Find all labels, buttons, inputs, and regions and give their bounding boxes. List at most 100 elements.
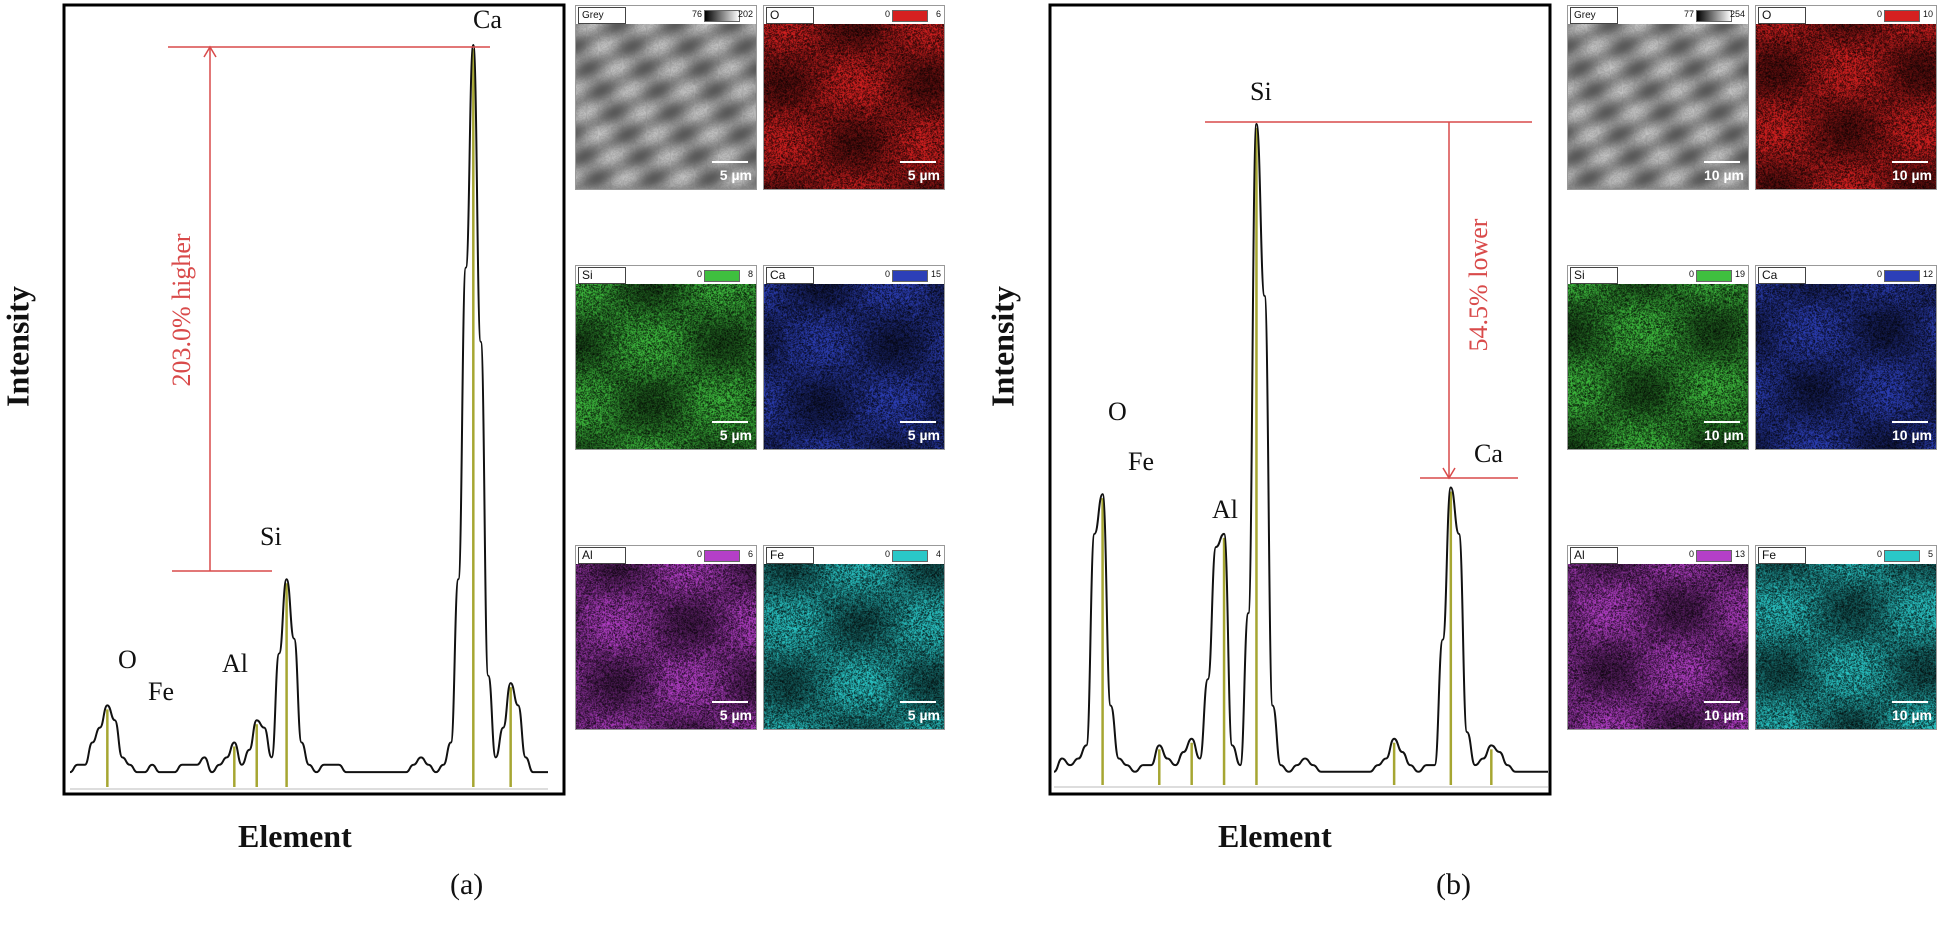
map-element-label: Si — [578, 267, 626, 284]
map-color-scale — [892, 10, 928, 22]
map-header: Ca 0 15 — [764, 266, 944, 284]
map-element-label: Ca — [1758, 267, 1806, 284]
map-ca: Ca 0 12 10 µm — [1755, 265, 1937, 450]
map-element-label: Fe — [766, 547, 814, 564]
map-color-scale — [1884, 550, 1920, 562]
scale-bar-line — [1892, 701, 1928, 703]
peak-label-si: Si — [1250, 77, 1272, 106]
chart-b-ylabel: Intensity — [984, 286, 1021, 407]
map-color-scale — [1884, 270, 1920, 282]
map-scale-max: 254 — [1729, 9, 1745, 19]
map-scale-max: 15 — [930, 269, 941, 279]
map-scale-min: 0 — [696, 549, 702, 559]
scale-bar-line — [900, 701, 936, 703]
scale-bar-line — [1704, 421, 1740, 423]
map-image — [764, 24, 944, 189]
map-scale-min: 0 — [1688, 269, 1694, 279]
map-al: Al 0 13 10 µm — [1567, 545, 1749, 730]
chart-a-ylabel: Intensity — [0, 286, 36, 407]
scale-bar-label: 5 µm — [907, 167, 940, 183]
map-scale-max: 10 — [1922, 9, 1933, 19]
panel-b-frame — [1048, 3, 1552, 796]
map-scale-min: 0 — [884, 269, 890, 279]
map-image — [1756, 284, 1936, 449]
map-scale-max: 13 — [1734, 549, 1745, 559]
map-header: Ca 0 12 — [1756, 266, 1936, 284]
map-grey: Grey 77 254 10 µm — [1567, 5, 1749, 190]
map-grey: Grey 76 202 5 µm — [575, 5, 757, 190]
map-element-label: Fe — [1758, 547, 1806, 564]
map-color-scale — [892, 270, 928, 282]
map-fe: Fe 0 4 5 µm — [763, 545, 945, 730]
scale-bar-line — [712, 421, 748, 423]
map-scale-max: 19 — [1734, 269, 1745, 279]
map-element-label: Grey — [578, 7, 626, 24]
scale-bar-line — [1704, 701, 1740, 703]
map-color-scale — [1696, 10, 1732, 22]
map-color-scale — [1696, 270, 1732, 282]
map-header: Fe 0 4 — [764, 546, 944, 564]
caption-a: (a) — [450, 868, 484, 901]
peak-label-al: Al — [222, 649, 248, 678]
map-scale-max: 12 — [1922, 269, 1933, 279]
map-scale-max: 8 — [747, 269, 753, 279]
map-scale-min: 0 — [1876, 9, 1882, 19]
map-header: Al 0 6 — [576, 546, 756, 564]
map-color-scale — [1884, 10, 1920, 22]
map-element-label: Grey — [1570, 7, 1618, 24]
caption-b: (b) — [1436, 868, 1471, 901]
map-image — [1756, 564, 1936, 729]
map-si: Si 0 8 5 µm — [575, 265, 757, 450]
map-scale-max: 202 — [737, 9, 753, 19]
map-image — [1568, 284, 1748, 449]
scale-bar-label: 5 µm — [907, 707, 940, 723]
map-ca: Ca 0 15 5 µm — [763, 265, 945, 450]
map-scale-max: 4 — [935, 549, 941, 559]
map-scale-min: 77 — [1683, 9, 1694, 19]
map-image — [1756, 24, 1936, 189]
spectrum-line — [1053, 122, 1548, 773]
map-color-scale — [704, 270, 740, 282]
peak-label-o: O — [118, 645, 137, 674]
scale-bar-label: 5 µm — [719, 167, 752, 183]
map-scale-min: 0 — [884, 549, 890, 559]
map-header: Grey 76 202 — [576, 6, 756, 24]
map-element-label: Al — [1570, 547, 1618, 564]
map-element-label: Si — [1570, 267, 1618, 284]
panel-a-frame — [62, 3, 566, 796]
scale-bar-line — [1892, 421, 1928, 423]
map-header: Al 0 13 — [1568, 546, 1748, 564]
peak-label-fe: Fe — [148, 677, 174, 706]
scale-bar-label: 10 µm — [1892, 707, 1932, 723]
scale-bar-line — [1892, 161, 1928, 163]
map-scale-max: 6 — [935, 9, 941, 19]
map-image — [576, 284, 756, 449]
map-image — [576, 564, 756, 729]
peak-label-al: Al — [1212, 495, 1238, 524]
scale-bar-label: 5 µm — [907, 427, 940, 443]
scale-bar-line — [900, 161, 936, 163]
map-header: O 0 10 — [1756, 6, 1936, 24]
map-image — [764, 284, 944, 449]
scale-bar-label: 10 µm — [1892, 167, 1932, 183]
map-al: Al 0 6 5 µm — [575, 545, 757, 730]
map-image — [1568, 564, 1748, 729]
map-header: O 0 6 — [764, 6, 944, 24]
map-element-label: O — [766, 7, 814, 24]
map-scale-min: 0 — [1876, 269, 1882, 279]
chart-a-xlabel: Element — [238, 818, 352, 854]
peak-label-ca: Ca — [473, 5, 502, 34]
scale-bar-line — [712, 161, 748, 163]
map-si: Si 0 19 10 µm — [1567, 265, 1749, 450]
map-o: O 0 10 10 µm — [1755, 5, 1937, 190]
spectrum-line — [69, 43, 549, 774]
scale-bar-label: 5 µm — [719, 707, 752, 723]
map-o: O 0 6 5 µm — [763, 5, 945, 190]
map-color-scale — [704, 10, 740, 22]
chart-a: O Fe Al Si Ca 203.0% higher — [69, 5, 549, 790]
map-scale-min: 0 — [696, 269, 702, 279]
map-element-label: Al — [578, 547, 626, 564]
map-color-scale — [1696, 550, 1732, 562]
scale-bar-label: 10 µm — [1892, 427, 1932, 443]
